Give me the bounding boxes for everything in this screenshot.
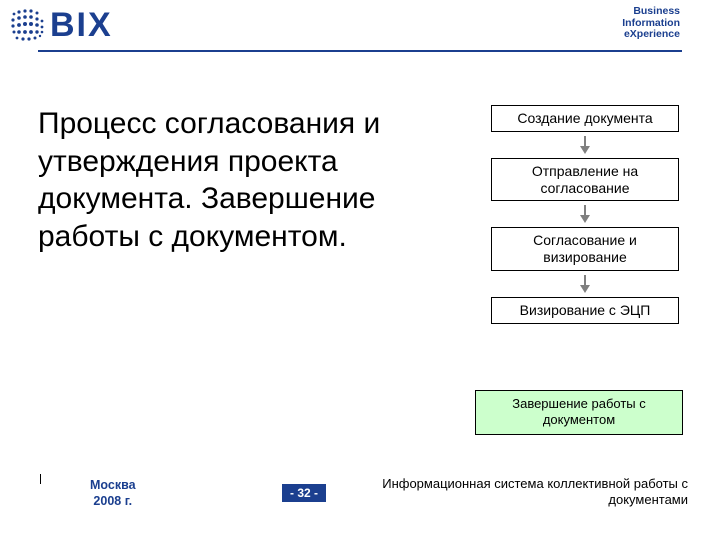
arrow-down-icon [576, 275, 594, 293]
footer-location: Москва 2008 г. [90, 478, 136, 509]
header: BIX Business Information eXperience [0, 6, 720, 54]
arrow-down-icon [576, 205, 594, 223]
logo-text: BIX [50, 6, 113, 45]
flow-node-create: Создание документа [491, 105, 679, 132]
logo-globe-icon [10, 8, 46, 44]
footer-year: 2008 г. [90, 494, 136, 510]
flow-node-approve: Согласование и визирование [491, 227, 679, 271]
logo: BIX [10, 6, 113, 45]
flowchart: Создание документа Отправление на соглас… [490, 105, 680, 324]
flow-node-finish: Завершение работы с документом [475, 390, 683, 435]
header-rule [38, 50, 682, 52]
arrow-down-icon [576, 136, 594, 154]
slide-title: Процесс согласования и утверждения проек… [38, 105, 468, 255]
tagline-line1: Business [622, 6, 680, 18]
flow-node-sign: Визирование с ЭЦП [491, 297, 679, 324]
footer-city: Москва [90, 478, 136, 494]
footer-tick [40, 474, 41, 484]
footer-caption: Информационная система коллективной рабо… [338, 476, 688, 509]
page-number-badge: - 32 - [282, 484, 326, 502]
tagline: Business Information eXperience [622, 6, 680, 41]
footer: Москва 2008 г. - 32 - Информационная сис… [0, 474, 720, 518]
flow-node-send: Отправление на согласование [491, 158, 679, 202]
tagline-line3: eXperience [622, 29, 680, 41]
